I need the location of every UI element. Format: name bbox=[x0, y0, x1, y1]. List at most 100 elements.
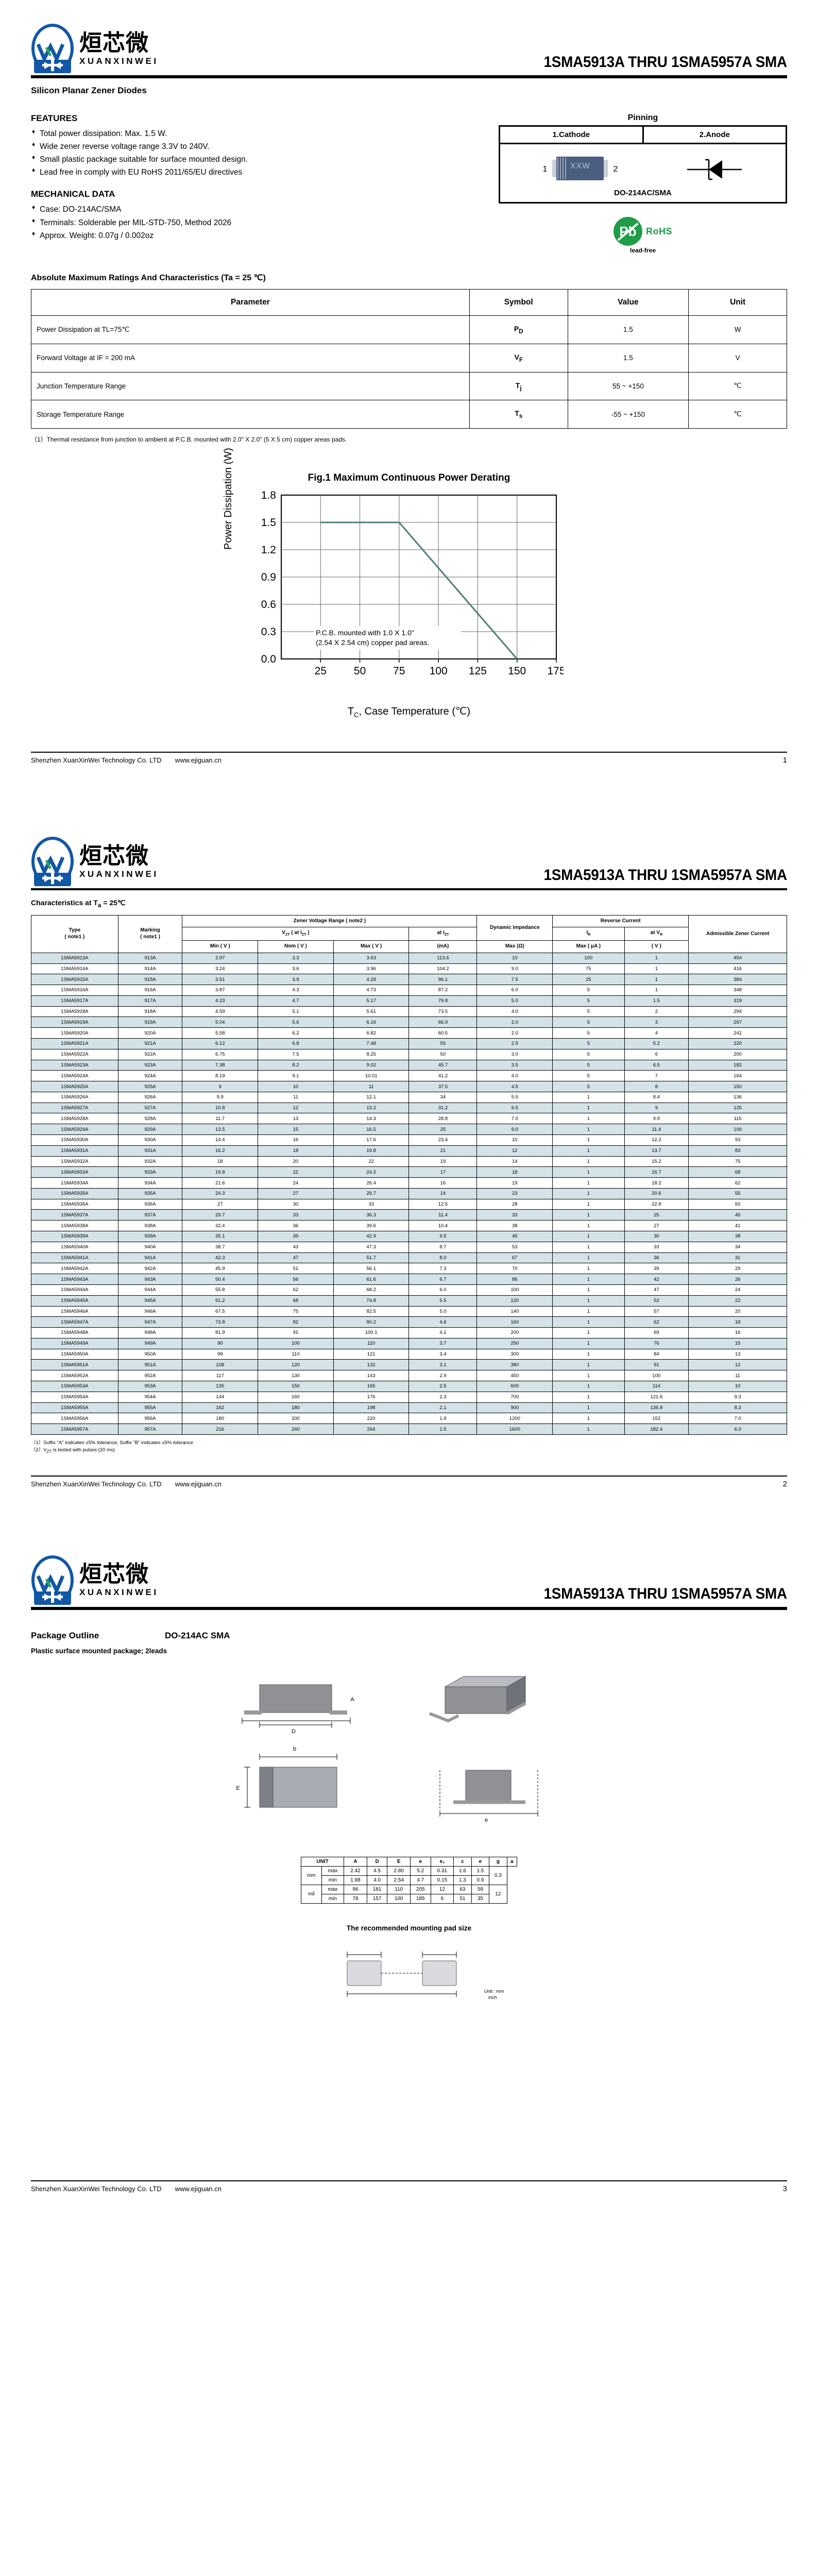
table-row: Storage Temperature Range Ts -55 ~ +150 … bbox=[31, 400, 787, 429]
lead-free-label: lead-free bbox=[629, 247, 656, 254]
cell-value: 7.5 bbox=[258, 1048, 334, 1060]
cell-value: 180 bbox=[182, 1413, 259, 1425]
page-3: 烜芯微 XUANXINWEI 1SMA5913A THRU 1SMA5957A … bbox=[0, 1501, 818, 2206]
col-dynamic-impedance-group: Dynamic Impedance bbox=[476, 914, 553, 941]
cell-value: 90.2 bbox=[333, 1316, 410, 1328]
cell-value: 13 bbox=[258, 1113, 334, 1125]
cell-marking: 952A bbox=[117, 1370, 183, 1381]
cell-marking: 953A bbox=[117, 1380, 183, 1392]
cell-value: 1 bbox=[552, 1263, 625, 1275]
cell-value: 8.0 bbox=[408, 1252, 478, 1264]
cell-value: 9.0 bbox=[476, 1124, 553, 1136]
cell-value: 100 bbox=[688, 1124, 787, 1136]
chart-y-axis-label: Power Dissipation (W) bbox=[223, 448, 234, 550]
cell-value: 55.8 bbox=[182, 1284, 259, 1296]
cell-value: 68 bbox=[258, 1295, 334, 1307]
cell-value: 1 bbox=[552, 1306, 625, 1317]
table-row: 1SMA5923A 923A 7.38 8.2 9.02 45.7 3.5 5 6.5 182 bbox=[31, 1059, 787, 1071]
cell-dimension: 5.2 bbox=[410, 1866, 431, 1876]
table-row: 1SMA5947A 947A 73.8 82 90.2 4.6 160 1 62 18 bbox=[31, 1316, 787, 1328]
cell-value: 82.5 bbox=[333, 1306, 410, 1317]
cell-parameter: Junction Temperature Range bbox=[31, 371, 470, 401]
cell-type: 1SMA5942A bbox=[31, 1263, 118, 1275]
cell-value: 100 bbox=[476, 1284, 553, 1296]
pin2-label: 2.Anode bbox=[699, 130, 730, 139]
cell-unit: V bbox=[688, 343, 787, 372]
cell-value: 68.2 bbox=[333, 1284, 410, 1296]
table-row: 1SMA5939A 939A 35.1 39 42.9 9.5 45 1 30 38 bbox=[31, 1231, 787, 1242]
cell-dimension: 12 bbox=[430, 1884, 454, 1894]
characteristics-notes: （1）Suffix "A" indicates ±5% tolerance, S… bbox=[31, 1439, 787, 1455]
cell-value: 13.2 bbox=[333, 1102, 410, 1114]
cell-value: 16.5 bbox=[333, 1124, 410, 1136]
cell-value: 61.2 bbox=[182, 1295, 259, 1307]
cell-value: 16.2 bbox=[182, 1145, 259, 1157]
cell-marking: 944A bbox=[117, 1284, 183, 1296]
cell-type: 1SMA5913A bbox=[31, 952, 118, 964]
dimension-table: UNIT A D E e e₁ c e g a mm max 2.42 4.5 2.80… bbox=[300, 1856, 518, 1904]
cell-value: 5 bbox=[552, 1081, 625, 1092]
cell-value: 176 bbox=[333, 1391, 410, 1403]
footer-url[interactable]: www.ejiguan.cn bbox=[175, 756, 221, 765]
page-1-footer: Shenzhen XuanXinWei Technology Co. LTD w… bbox=[31, 752, 787, 777]
pinning-title: Pinning bbox=[627, 113, 658, 122]
cell-value: 26.4 bbox=[333, 1177, 410, 1189]
page-2-footer: Shenzhen XuanXinWei Technology Co. LTD w… bbox=[31, 1475, 787, 1501]
col-g: g bbox=[489, 1856, 507, 1867]
table-row: mil max 96 181 110 205 12 63 59 12 bbox=[301, 1884, 517, 1904]
cell-value: 152 bbox=[624, 1413, 689, 1425]
cell-value: 4.0 bbox=[476, 1070, 553, 1082]
footer-url[interactable]: www.ejiguan.cn bbox=[175, 1480, 221, 1488]
table-row: 1SMA5915A 915A 3.51 3.9 4.29 96.1 7.5 25 1 384 bbox=[31, 974, 787, 986]
cell-value: 1 bbox=[552, 1413, 625, 1425]
cell-value: 5.58 bbox=[182, 1027, 259, 1039]
cell-value: 5 bbox=[552, 1038, 625, 1049]
cell-dimension: 4.0 bbox=[366, 1875, 388, 1885]
table-row: 1SMA5956A 956A 180 200 220 1.9 1200 1 152 7.0 bbox=[31, 1413, 787, 1425]
cell-marking: 932A bbox=[117, 1156, 183, 1167]
footer-company: Shenzhen XuanXinWei Technology Co. LTD bbox=[31, 756, 162, 765]
cell-value: 5.0 bbox=[476, 995, 553, 1007]
cell-value: 96.1 bbox=[408, 974, 478, 986]
svg-text:25: 25 bbox=[315, 665, 327, 677]
cell-value: 24.3 bbox=[182, 1188, 259, 1199]
cell-value: 45 bbox=[688, 1209, 787, 1221]
footer-url[interactable]: www.ejiguan.cn bbox=[175, 2184, 221, 2193]
svg-text:75: 75 bbox=[393, 665, 405, 677]
cell-value: 75 bbox=[258, 1306, 334, 1317]
cell-marking: 941A bbox=[117, 1252, 183, 1264]
cell-marking: 936A bbox=[117, 1198, 183, 1210]
cell-value: 22 bbox=[688, 1295, 787, 1307]
cell-value: 12.1 bbox=[333, 1091, 410, 1103]
xuanxinwei-logo-icon bbox=[31, 837, 74, 887]
cell-value: 33 bbox=[476, 1209, 553, 1221]
company-name-en: XUANXINWEI bbox=[79, 1587, 159, 1598]
cell-type: 1SMA5933A bbox=[31, 1166, 118, 1178]
col-vz-max: Max ( V ) bbox=[333, 940, 410, 953]
cell-type: 1SMA5921A bbox=[31, 1038, 118, 1049]
cell-value: 120 bbox=[476, 1295, 553, 1307]
cell-value: 24.2 bbox=[333, 1166, 410, 1178]
features-heading: FEATURES bbox=[31, 113, 78, 123]
cell-value: 33 bbox=[258, 1209, 334, 1221]
cell-value: 1 bbox=[552, 1177, 625, 1189]
cell-type: 1SMA5957A bbox=[31, 1423, 118, 1435]
col-vz-min: Min ( V ) bbox=[182, 940, 259, 953]
cell-value: 11 bbox=[688, 1370, 787, 1381]
table-row: 1SMA5945A 945A 61.2 68 74.8 5.5 120 1 52 22 bbox=[31, 1295, 787, 1307]
cell-value: 66.9 bbox=[408, 1016, 478, 1028]
cell-value: 4.1 bbox=[408, 1327, 478, 1338]
cell-value: 220 bbox=[688, 1038, 787, 1049]
cell-value: 24 bbox=[688, 1284, 787, 1296]
cell-value: 1 bbox=[552, 1198, 625, 1210]
cell-marking: 949A bbox=[117, 1337, 183, 1349]
cell-type: 1SMA5925A bbox=[31, 1081, 118, 1092]
cell-value: 3.6 bbox=[258, 963, 334, 975]
cell-type: 1SMA5934A bbox=[31, 1177, 118, 1189]
svg-text:P.C.B. mounted with 1.0 X 1.0": P.C.B. mounted with 1.0 X 1.0" bbox=[316, 629, 414, 637]
cell-value: 18 bbox=[182, 1156, 259, 1167]
dimension-table-body: mm max 2.42 4.5 2.80 5.2 0.31 1.6 1.5 0.3 min 1.98 4… bbox=[301, 1866, 517, 1904]
cell-marking: 954A bbox=[117, 1391, 183, 1403]
col-parameter: Parameter bbox=[31, 289, 470, 316]
cell-type: 1SMA5923A bbox=[31, 1059, 118, 1071]
